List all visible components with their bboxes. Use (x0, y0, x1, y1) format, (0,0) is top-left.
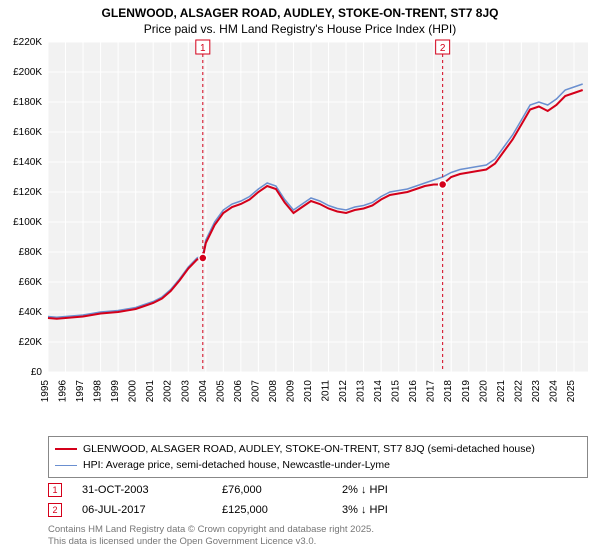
svg-text:2000: 2000 (128, 380, 139, 403)
svg-text:2014: 2014 (373, 380, 384, 403)
legend-swatch (55, 465, 77, 466)
svg-text:£120K: £120K (13, 187, 42, 198)
sale-date: 06-JUL-2017 (82, 504, 222, 516)
svg-text:1999: 1999 (110, 380, 121, 403)
svg-text:2006: 2006 (233, 380, 244, 403)
sale-delta: 3% ↓ HPI (342, 504, 442, 516)
sales-table: 1 31-OCT-2003£76,0002% ↓ HPI 2 06-JUL-2017£… (48, 480, 588, 520)
svg-text:£180K: £180K (13, 97, 42, 108)
svg-text:2021: 2021 (496, 380, 507, 403)
line-chart: £0£20K£40K£60K£80K£100K£120K£140K£160K£1… (48, 42, 588, 402)
legend: GLENWOOD, ALSAGER ROAD, AUDLEY, STOKE-ON… (48, 436, 588, 478)
svg-text:2023: 2023 (531, 380, 542, 403)
sale-delta: 2% ↓ HPI (342, 484, 442, 496)
chart-title-1: GLENWOOD, ALSAGER ROAD, AUDLEY, STOKE-ON… (0, 0, 600, 20)
svg-text:£80K: £80K (19, 247, 43, 258)
sale-row: 1 31-OCT-2003£76,0002% ↓ HPI (48, 480, 588, 500)
footer-line-1: Contains HM Land Registry data © Crown c… (48, 524, 374, 536)
svg-text:£40K: £40K (19, 307, 43, 318)
svg-text:1: 1 (200, 43, 206, 54)
svg-text:2018: 2018 (443, 380, 454, 403)
svg-text:2013: 2013 (356, 380, 367, 403)
svg-text:2020: 2020 (478, 380, 489, 403)
legend-label: HPI: Average price, semi-detached house,… (83, 459, 390, 471)
svg-text:2009: 2009 (285, 380, 296, 403)
svg-text:2025: 2025 (566, 380, 577, 403)
sale-price: £125,000 (222, 504, 342, 516)
sale-marker: 2 (48, 503, 62, 517)
svg-text:2003: 2003 (180, 380, 191, 403)
svg-text:2002: 2002 (163, 380, 174, 403)
svg-text:2024: 2024 (548, 380, 559, 403)
svg-text:£0: £0 (31, 367, 43, 378)
sale-row: 2 06-JUL-2017£125,0003% ↓ HPI (48, 500, 588, 520)
svg-text:2022: 2022 (513, 380, 524, 403)
svg-text:1996: 1996 (58, 380, 69, 403)
sale-price: £76,000 (222, 484, 342, 496)
chart-container: GLENWOOD, ALSAGER ROAD, AUDLEY, STOKE-ON… (0, 0, 600, 560)
svg-text:2007: 2007 (250, 380, 261, 403)
svg-text:2001: 2001 (145, 380, 156, 403)
svg-text:2010: 2010 (303, 380, 314, 403)
svg-text:£100K: £100K (13, 217, 42, 228)
sale-marker: 1 (48, 483, 62, 497)
svg-text:£220K: £220K (13, 37, 42, 48)
svg-text:2016: 2016 (408, 380, 419, 403)
svg-text:2011: 2011 (321, 380, 332, 402)
chart-title-2: Price paid vs. HM Land Registry's House … (0, 20, 600, 36)
footer-attribution: Contains HM Land Registry data © Crown c… (48, 524, 374, 548)
legend-item: GLENWOOD, ALSAGER ROAD, AUDLEY, STOKE-ON… (55, 441, 581, 457)
svg-text:1997: 1997 (75, 380, 86, 403)
svg-text:2: 2 (440, 43, 446, 54)
svg-text:£140K: £140K (13, 157, 42, 168)
sale-date: 31-OCT-2003 (82, 484, 222, 496)
svg-text:£60K: £60K (19, 277, 43, 288)
legend-item: HPI: Average price, semi-detached house,… (55, 457, 581, 473)
svg-text:2012: 2012 (338, 380, 349, 403)
svg-text:2015: 2015 (391, 380, 402, 403)
footer-line-2: This data is licensed under the Open Gov… (48, 536, 374, 548)
legend-label: GLENWOOD, ALSAGER ROAD, AUDLEY, STOKE-ON… (83, 443, 535, 455)
svg-text:£200K: £200K (13, 67, 42, 78)
legend-swatch (55, 448, 77, 450)
svg-text:1998: 1998 (93, 380, 104, 403)
svg-text:1995: 1995 (40, 380, 51, 403)
svg-text:£20K: £20K (19, 337, 43, 348)
svg-text:2005: 2005 (215, 380, 226, 403)
svg-text:2019: 2019 (461, 380, 472, 403)
svg-text:2008: 2008 (268, 380, 279, 403)
svg-text:2004: 2004 (198, 380, 209, 403)
svg-text:2017: 2017 (426, 380, 437, 403)
svg-text:£160K: £160K (13, 127, 42, 138)
